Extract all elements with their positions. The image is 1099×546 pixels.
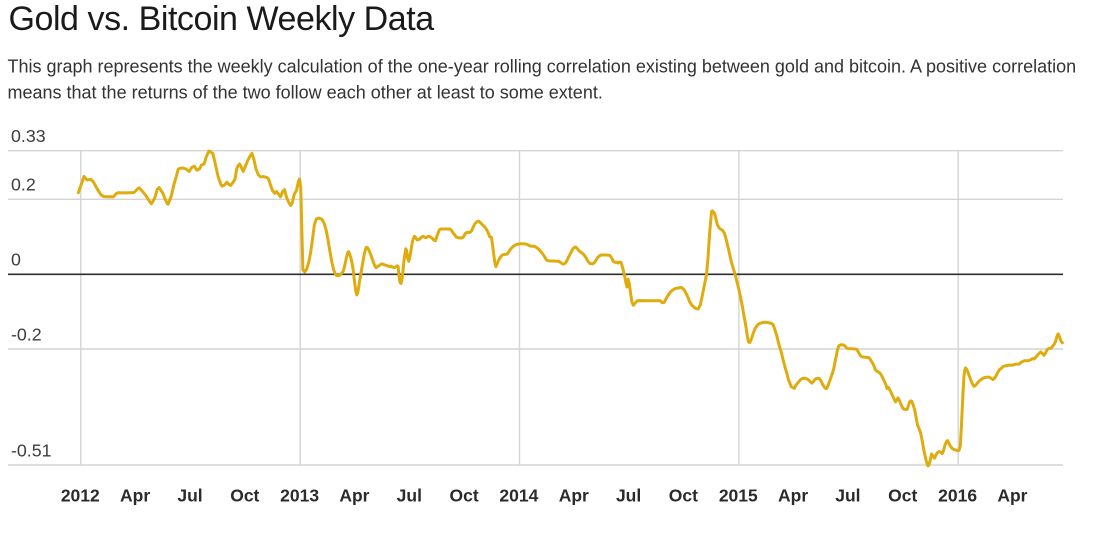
- svg-text:Jul: Jul: [397, 485, 422, 505]
- svg-text:means that the returns of the: means that the returns of the two follow…: [8, 82, 603, 102]
- svg-text:Apr: Apr: [120, 485, 150, 505]
- svg-text:Oct: Oct: [669, 485, 698, 505]
- svg-text:Jul: Jul: [177, 485, 202, 505]
- svg-text:Apr: Apr: [997, 485, 1027, 505]
- svg-text:Apr: Apr: [778, 485, 808, 505]
- svg-text:2016: 2016: [938, 485, 977, 505]
- svg-text:Apr: Apr: [559, 485, 589, 505]
- svg-text:2015: 2015: [719, 485, 758, 505]
- svg-text:Gold vs. Bitcoin Weekly Data: Gold vs. Bitcoin Weekly Data: [9, 0, 435, 38]
- svg-text:0.2: 0.2: [11, 175, 36, 195]
- svg-text:Oct: Oct: [230, 485, 259, 505]
- svg-text:-0.2: -0.2: [11, 324, 42, 344]
- svg-text:2014: 2014: [499, 485, 538, 505]
- svg-text:Oct: Oct: [450, 485, 479, 505]
- svg-text:-0.51: -0.51: [11, 440, 52, 460]
- svg-text:0: 0: [11, 250, 21, 270]
- svg-text:2012: 2012: [61, 485, 100, 505]
- svg-text:Apr: Apr: [339, 485, 369, 505]
- svg-text:Jul: Jul: [835, 485, 860, 505]
- svg-text:Jul: Jul: [616, 485, 641, 505]
- svg-text:This graph represents the week: This graph represents the weekly calcula…: [8, 57, 1077, 77]
- svg-text:2013: 2013: [280, 485, 319, 505]
- svg-text:0.33: 0.33: [11, 126, 46, 146]
- svg-text:Oct: Oct: [888, 485, 917, 505]
